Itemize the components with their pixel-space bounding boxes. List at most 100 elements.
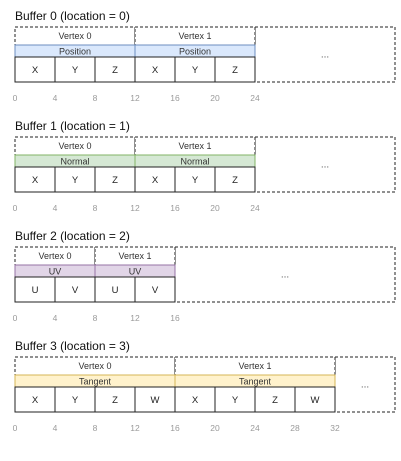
vertex-label: Vertex 1	[178, 31, 211, 41]
component-label: X	[152, 175, 159, 186]
component-cell	[54, 276, 96, 303]
byte-offset-label: 24	[250, 423, 260, 433]
component-cell	[214, 386, 256, 413]
buffer-title: Buffer 2 (location = 2)	[15, 229, 130, 243]
byte-offset-label: 0	[13, 93, 18, 103]
attribute-label: Tangent	[239, 377, 272, 387]
attribute-label: Normal	[180, 157, 209, 167]
component-cell	[14, 276, 56, 303]
component-label: Z	[232, 175, 238, 186]
remaining-data-box	[174, 246, 396, 303]
ellipsis-label: ...	[361, 380, 369, 391]
component-label: X	[152, 65, 159, 76]
buffer-0: Buffer 0 (location = 0)... Vertex 0 Vertex…	[13, 9, 396, 103]
byte-offset-label: 8	[93, 93, 98, 103]
component-label: Z	[112, 65, 118, 76]
byte-offset-label: 0	[13, 203, 18, 213]
component-cell	[14, 56, 56, 83]
component-label: Z	[272, 395, 278, 406]
attribute-label: UV	[49, 267, 62, 277]
component-cell	[174, 56, 216, 83]
component-cell	[214, 56, 256, 83]
buffer-3: Buffer 3 (location = 3)... Vertex 0 Vertex…	[13, 339, 396, 433]
byte-offset-label: 12	[130, 313, 140, 323]
component-cell	[94, 166, 136, 193]
byte-offset-label: 8	[93, 203, 98, 213]
component-cell	[134, 56, 176, 83]
byte-offset-label: 20	[210, 203, 220, 213]
component-label: W	[151, 395, 160, 406]
byte-offset-label: 12	[130, 203, 140, 213]
byte-offset-label: 0	[13, 313, 18, 323]
byte-offset-label: 24	[250, 93, 260, 103]
component-label: Y	[72, 65, 79, 76]
byte-offset-label: 24	[250, 203, 260, 213]
vertex-label: Vertex 1	[238, 361, 271, 371]
remaining-data-box	[254, 136, 396, 193]
component-label: Z	[112, 395, 118, 406]
attribute-label: Position	[179, 47, 211, 57]
byte-offset-label: 20	[210, 423, 220, 433]
component-label: X	[32, 175, 39, 186]
component-label: Z	[112, 175, 118, 186]
byte-offset-label: 12	[130, 423, 140, 433]
byte-offset-label: 16	[170, 423, 180, 433]
remaining-data-box	[334, 356, 396, 413]
component-label: Y	[72, 175, 79, 186]
component-cell	[134, 386, 176, 413]
component-label: Y	[192, 65, 199, 76]
component-label: U	[112, 285, 119, 296]
byte-offset-label: 20	[210, 93, 220, 103]
attribute-label: Position	[59, 47, 91, 57]
component-cell	[134, 166, 176, 193]
byte-offset-label: 8	[93, 313, 98, 323]
attribute-label: UV	[129, 267, 142, 277]
component-label: X	[192, 395, 199, 406]
byte-offset-label: 16	[170, 313, 180, 323]
attribute-label: Tangent	[79, 377, 112, 387]
buffer-title: Buffer 3 (location = 3)	[15, 339, 130, 353]
buffer-title: Buffer 0 (location = 0)	[15, 9, 130, 23]
buffer-1: Buffer 1 (location = 1)... Vertex 0 Vertex…	[13, 119, 396, 213]
component-label: X	[32, 395, 39, 406]
component-cell	[54, 56, 96, 83]
buffer-2: Buffer 2 (location = 2)... Vertex 0 Vertex…	[13, 229, 396, 323]
vertex-label: Vertex 0	[58, 141, 91, 151]
vertex-label: Vertex 1	[178, 141, 211, 151]
ellipsis-label: ...	[281, 270, 289, 281]
byte-offset-label: 4	[53, 93, 58, 103]
vertex-label: Vertex 1	[118, 251, 151, 261]
attribute-label: Normal	[60, 157, 89, 167]
vertex-label: Vertex 0	[58, 31, 91, 41]
component-label: Y	[232, 395, 239, 406]
byte-offset-label: 32	[330, 423, 340, 433]
byte-offset-label: 16	[170, 93, 180, 103]
byte-offset-label: 4	[53, 313, 58, 323]
ellipsis-label: ...	[321, 160, 329, 171]
component-cell	[134, 276, 176, 303]
byte-offset-label: 4	[53, 203, 58, 213]
component-label: U	[32, 285, 39, 296]
component-cell	[174, 386, 216, 413]
byte-offset-label: 12	[130, 93, 140, 103]
component-label: V	[72, 285, 79, 296]
component-cell	[214, 166, 256, 193]
buffer-title: Buffer 1 (location = 1)	[15, 119, 130, 133]
byte-offset-label: 8	[93, 423, 98, 433]
component-label: X	[32, 65, 39, 76]
component-label: Z	[232, 65, 238, 76]
remaining-data-box	[254, 26, 396, 83]
component-cell	[14, 166, 56, 193]
component-label: V	[152, 285, 159, 296]
vertex-label: Vertex 0	[38, 251, 71, 261]
byte-offset-label: 0	[13, 423, 18, 433]
component-cell	[54, 166, 96, 193]
component-cell	[94, 56, 136, 83]
byte-offset-label: 28	[290, 423, 300, 433]
component-label: Y	[72, 395, 79, 406]
byte-offset-label: 16	[170, 203, 180, 213]
component-cell	[294, 386, 336, 413]
ellipsis-label: ...	[321, 50, 329, 61]
component-cell	[14, 386, 56, 413]
